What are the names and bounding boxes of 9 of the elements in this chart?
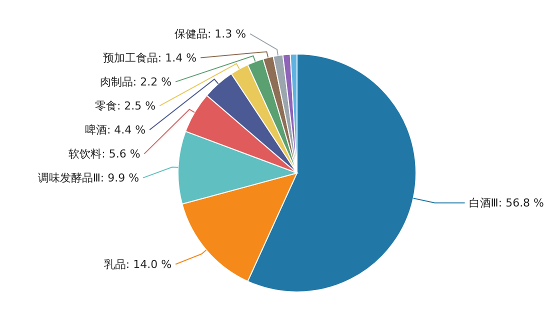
slice-label: 乳品: 14.0 % [104,258,172,272]
slice-label: 白酒Ⅲ: 56.8 % [468,196,544,210]
slice-label: 保健品: 1.3 % [174,28,246,41]
slice-label: 零食: 2.5 % [94,100,156,113]
slice-label: 软饮料: 5.6 % [68,148,140,161]
slice-label: 肉制品: 2.2 % [100,76,172,89]
slice-label: 预加工食品: 1.4 % [102,52,197,65]
slice-label: 啤酒: 4.4 % [84,124,146,137]
slice-label: 调味发酵品Ⅲ: 9.9 % [38,172,140,185]
